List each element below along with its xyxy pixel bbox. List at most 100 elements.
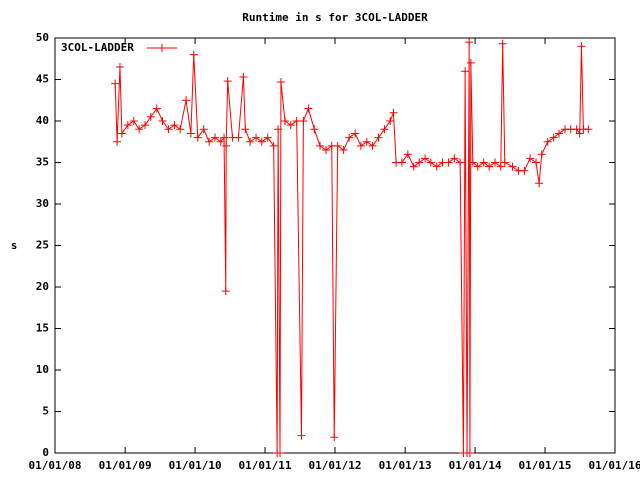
y-tick-label: 50 [36, 31, 49, 44]
point-marker [221, 287, 230, 296]
y-tick-label: 35 [36, 156, 49, 169]
x-tick-label: 01/01/12 [309, 459, 362, 472]
point-marker [526, 154, 535, 163]
point-marker [216, 137, 225, 146]
point-marker [135, 125, 144, 134]
point-marker [205, 137, 214, 146]
point-marker [537, 150, 546, 159]
point-marker [280, 117, 289, 125]
point-marker [456, 158, 465, 167]
point-marker [444, 158, 453, 167]
x-tick-label: 01/01/15 [519, 459, 572, 472]
point-marker [426, 158, 435, 167]
point-marker [535, 179, 544, 188]
point-marker [368, 141, 377, 150]
point-marker [252, 133, 261, 142]
y-axis-label: s [11, 239, 18, 252]
x-tick-label: 01/01/10 [169, 459, 222, 472]
point-marker [333, 141, 342, 150]
y-tick-label: 45 [36, 73, 49, 86]
point-marker [374, 133, 383, 142]
point-marker [152, 104, 161, 113]
point-marker [123, 121, 132, 130]
x-tick-label: 01/01/08 [29, 459, 82, 472]
point-marker [432, 162, 441, 171]
point-marker [409, 162, 418, 171]
point-marker [330, 433, 339, 442]
point-marker [555, 129, 564, 138]
point-marker [549, 133, 558, 142]
point-marker [199, 125, 208, 134]
point-marker [113, 137, 122, 146]
x-tick-label: 01/01/16 [589, 459, 640, 472]
point-marker [577, 42, 586, 51]
point-marker [465, 38, 474, 47]
y-tick-label: 10 [36, 363, 49, 376]
point-marker [380, 125, 389, 134]
point-marker [146, 112, 155, 121]
point-marker [450, 154, 459, 163]
point-marker [234, 133, 243, 142]
point-marker [572, 125, 581, 134]
point-marker [345, 133, 354, 142]
point-marker [468, 158, 477, 167]
point-marker [500, 158, 509, 167]
point-marker [170, 121, 179, 130]
chart-title: Runtime in s for 3COL-LADDER [242, 11, 428, 24]
point-marker [158, 117, 167, 125]
point-marker [222, 141, 231, 150]
point-marker [362, 137, 371, 146]
point-marker [164, 125, 173, 134]
point-marker [182, 96, 191, 105]
point-marker [386, 117, 395, 125]
point-marker [321, 146, 330, 155]
point-marker [111, 79, 120, 88]
point-marker [466, 58, 475, 67]
point-marker [176, 125, 185, 134]
point-marker [339, 146, 348, 155]
point-marker [189, 50, 198, 59]
point-marker [241, 125, 250, 134]
point-marker [356, 141, 365, 150]
point-marker [403, 150, 412, 159]
point-marker [498, 39, 507, 48]
point-marker [276, 77, 285, 86]
x-tick-label: 01/01/11 [239, 459, 292, 472]
point-marker [310, 125, 319, 134]
point-marker [304, 104, 313, 113]
point-marker [223, 77, 232, 86]
x-tick-label: 01/01/09 [99, 459, 152, 472]
point-marker [297, 431, 306, 440]
point-marker [141, 121, 150, 130]
point-marker [299, 117, 308, 125]
point-marker [351, 129, 360, 138]
point-marker [461, 67, 470, 76]
legend-label: 3COL-LADDER [61, 41, 134, 54]
legend-marker [158, 44, 166, 52]
point-marker [508, 162, 517, 171]
point-marker [239, 73, 248, 82]
point-marker [397, 158, 406, 167]
series-line [114, 42, 589, 454]
point-marker [479, 158, 488, 167]
point-marker [275, 449, 284, 457]
point-marker [129, 117, 138, 125]
point-marker [415, 158, 424, 167]
point-marker [286, 121, 295, 130]
point-marker [496, 162, 505, 171]
point-marker [292, 117, 301, 125]
point-marker [421, 154, 430, 163]
point-marker [543, 137, 552, 146]
point-marker [211, 133, 220, 142]
y-tick-label: 0 [42, 446, 49, 459]
point-marker [316, 141, 325, 150]
point-marker [575, 129, 584, 138]
point-marker [485, 162, 494, 171]
y-tick-label: 25 [36, 239, 49, 252]
point-marker [274, 125, 283, 134]
point-marker [115, 63, 124, 72]
point-marker [193, 133, 202, 142]
point-marker [257, 137, 266, 146]
